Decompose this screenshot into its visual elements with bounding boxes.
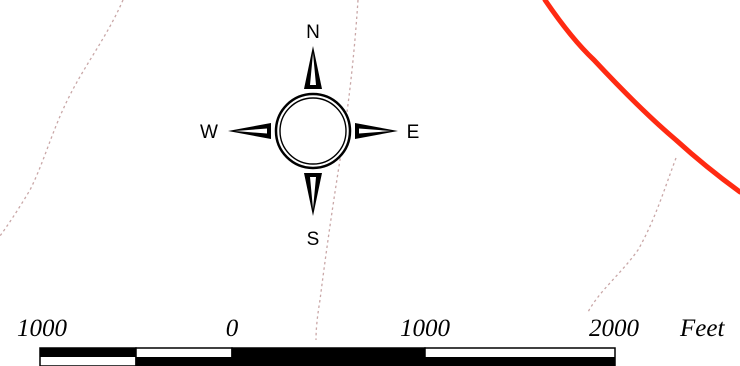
compass-label-west: W — [200, 122, 218, 143]
scale-bar — [39, 347, 616, 366]
scale-segment — [136, 357, 232, 366]
compass-ring-icon — [274, 92, 352, 170]
north-point-icon — [304, 46, 322, 89]
route-line — [542, 0, 740, 195]
scale-label-left: 1000 — [17, 315, 68, 342]
scale-segment — [231, 347, 426, 366]
compass-label-east: E — [407, 122, 420, 143]
scale-label-zero: 0 — [226, 315, 239, 342]
contour-line — [0, 0, 124, 237]
east-point-icon — [355, 123, 398, 139]
scale-label-mid: 1000 — [400, 315, 451, 342]
scale-label-right: 2000 — [589, 315, 640, 342]
west-point-icon — [228, 123, 271, 139]
contour-line — [315, 0, 359, 341]
contour-line — [587, 157, 677, 313]
scale-segment — [425, 357, 615, 366]
scale-unit-label: Feet — [679, 315, 725, 342]
compass-label-south: S — [307, 229, 320, 250]
scale-segment — [40, 348, 136, 357]
south-point-icon — [304, 173, 322, 216]
compass-rose — [228, 46, 398, 216]
compass-label-north: N — [306, 22, 320, 43]
